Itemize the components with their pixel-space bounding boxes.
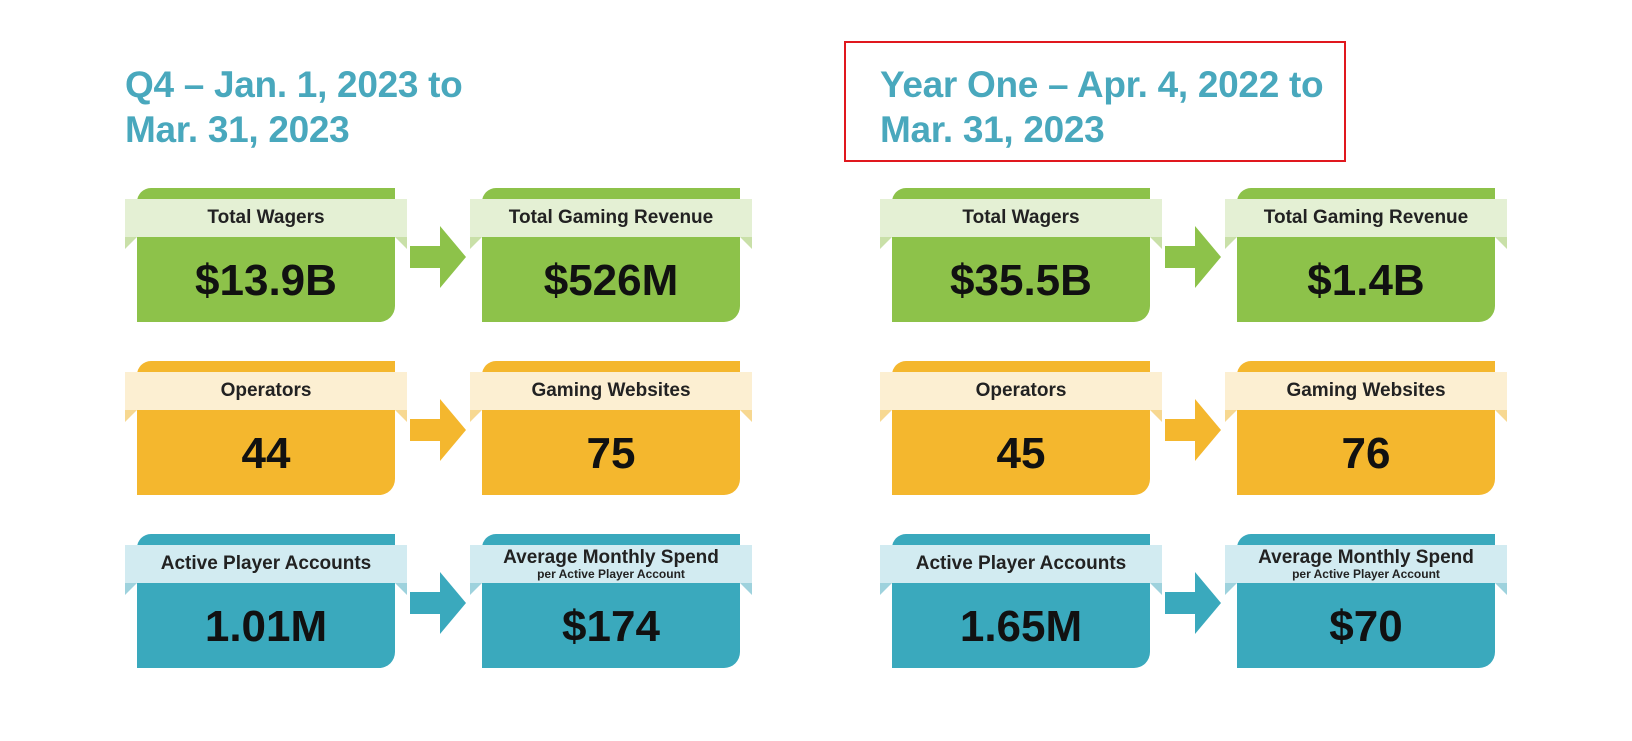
- metric-card-total-gaming-revenue: Total Gaming Revenue $1.4B: [1225, 188, 1507, 322]
- period-title-line-2: Mar. 31, 2023: [880, 109, 1105, 150]
- metric-card-gaming-websites: Gaming Websites 76: [1225, 361, 1507, 495]
- metric-card-operators: Operators 44: [125, 361, 407, 495]
- right-arrow-icon: [410, 572, 466, 634]
- right-arrow-icon: [1165, 572, 1221, 634]
- metric-row-wagers-revenue: Total Wagers $35.5B Total Gaming Revenue…: [880, 188, 1520, 328]
- metric-value: 44: [241, 429, 291, 478]
- metric-label-band: Active Player Accounts: [125, 545, 407, 583]
- metric-card-total-wagers: Total Wagers $35.5B: [880, 188, 1162, 322]
- metric-label: Total Wagers: [207, 207, 325, 228]
- metric-label: Operators: [975, 380, 1067, 401]
- metric-value: 1.01M: [204, 602, 328, 651]
- metric-label-band: Gaming Websites: [470, 372, 752, 410]
- right-arrow-icon: [410, 226, 466, 288]
- metric-card-average-monthly-spend: Average Monthly Spend per Active Player …: [470, 534, 752, 668]
- metric-label-band: Total Wagers: [880, 199, 1162, 237]
- metric-label-band: Average Monthly Spend per Active Player …: [1225, 545, 1507, 583]
- title-highlight-box: [844, 41, 1346, 162]
- metric-label: Active Player Accounts: [915, 553, 1127, 574]
- metric-label-band: Total Gaming Revenue: [1225, 199, 1507, 237]
- metric-label: Average Monthly Spend: [1258, 546, 1474, 568]
- metric-label-band: Total Wagers: [125, 199, 407, 237]
- metric-value: $70: [1329, 602, 1403, 651]
- metric-value: $35.5B: [950, 256, 1092, 305]
- metric-label: Operators: [220, 380, 312, 401]
- period-title-line-2: Mar. 31, 2023: [125, 109, 350, 150]
- metric-label-band: Total Gaming Revenue: [470, 199, 752, 237]
- period-title-line-1: Year One – Apr. 4, 2022 to: [880, 64, 1324, 105]
- metric-value: $526M: [543, 256, 679, 305]
- metric-label-band: Average Monthly Spend per Active Player …: [470, 545, 752, 583]
- metric-label-band: Gaming Websites: [1225, 372, 1507, 410]
- metric-card-total-wagers: Total Wagers $13.9B: [125, 188, 407, 322]
- metric-label: Active Player Accounts: [160, 553, 372, 574]
- metric-label-band: Operators: [125, 372, 407, 410]
- metric-card-operators: Operators 45: [880, 361, 1162, 495]
- period-panel-year-one: Year One – Apr. 4, 2022 to Mar. 31, 2023…: [880, 0, 1580, 741]
- right-arrow-icon: [1165, 226, 1221, 288]
- metric-card-active-player-accounts: Active Player Accounts 1.65M: [880, 534, 1162, 668]
- metric-row-players-spend: Active Player Accounts 1.01M Average Mon…: [125, 534, 765, 674]
- metric-value: 75: [586, 429, 636, 478]
- metric-row-operators-websites: Operators 45 Gaming Websites 76: [880, 361, 1520, 501]
- metric-value: 76: [1341, 429, 1391, 478]
- metric-card-active-player-accounts: Active Player Accounts 1.01M: [125, 534, 407, 668]
- period-title-line-1: Q4 – Jan. 1, 2023 to: [125, 64, 463, 105]
- metric-label-band: Active Player Accounts: [880, 545, 1162, 583]
- metric-sublabel: per Active Player Account: [537, 566, 685, 581]
- metric-value: $1.4B: [1307, 256, 1425, 305]
- metric-row-operators-websites: Operators 44 Gaming Websites 75: [125, 361, 765, 501]
- metric-label: Total Gaming Revenue: [508, 207, 714, 228]
- right-arrow-icon: [410, 399, 466, 461]
- metric-label: Total Gaming Revenue: [1263, 207, 1469, 228]
- metric-row-players-spend: Active Player Accounts 1.65M Average Mon…: [880, 534, 1520, 674]
- metric-card-total-gaming-revenue: Total Gaming Revenue $526M: [470, 188, 752, 322]
- metric-card-gaming-websites: Gaming Websites 75: [470, 361, 752, 495]
- period-title: Year One – Apr. 4, 2022 to Mar. 31, 2023: [880, 62, 1324, 152]
- metric-card-average-monthly-spend: Average Monthly Spend per Active Player …: [1225, 534, 1507, 668]
- period-title: Q4 – Jan. 1, 2023 to Mar. 31, 2023: [125, 62, 463, 152]
- metric-value: $174: [562, 602, 660, 651]
- metric-label: Gaming Websites: [1286, 380, 1446, 401]
- metric-value: 1.65M: [959, 602, 1083, 651]
- metric-label: Total Wagers: [962, 207, 1080, 228]
- metric-value: $13.9B: [195, 256, 337, 305]
- metric-row-wagers-revenue: Total Wagers $13.9B Total Gaming Revenue…: [125, 188, 765, 328]
- metric-label-band: Operators: [880, 372, 1162, 410]
- metric-value: 45: [996, 429, 1046, 478]
- metric-label: Average Monthly Spend: [503, 546, 719, 568]
- metric-sublabel: per Active Player Account: [1292, 566, 1440, 581]
- metric-label: Gaming Websites: [531, 380, 691, 401]
- period-panel-q4: Q4 – Jan. 1, 2023 to Mar. 31, 2023 Total…: [125, 0, 825, 741]
- right-arrow-icon: [1165, 399, 1221, 461]
